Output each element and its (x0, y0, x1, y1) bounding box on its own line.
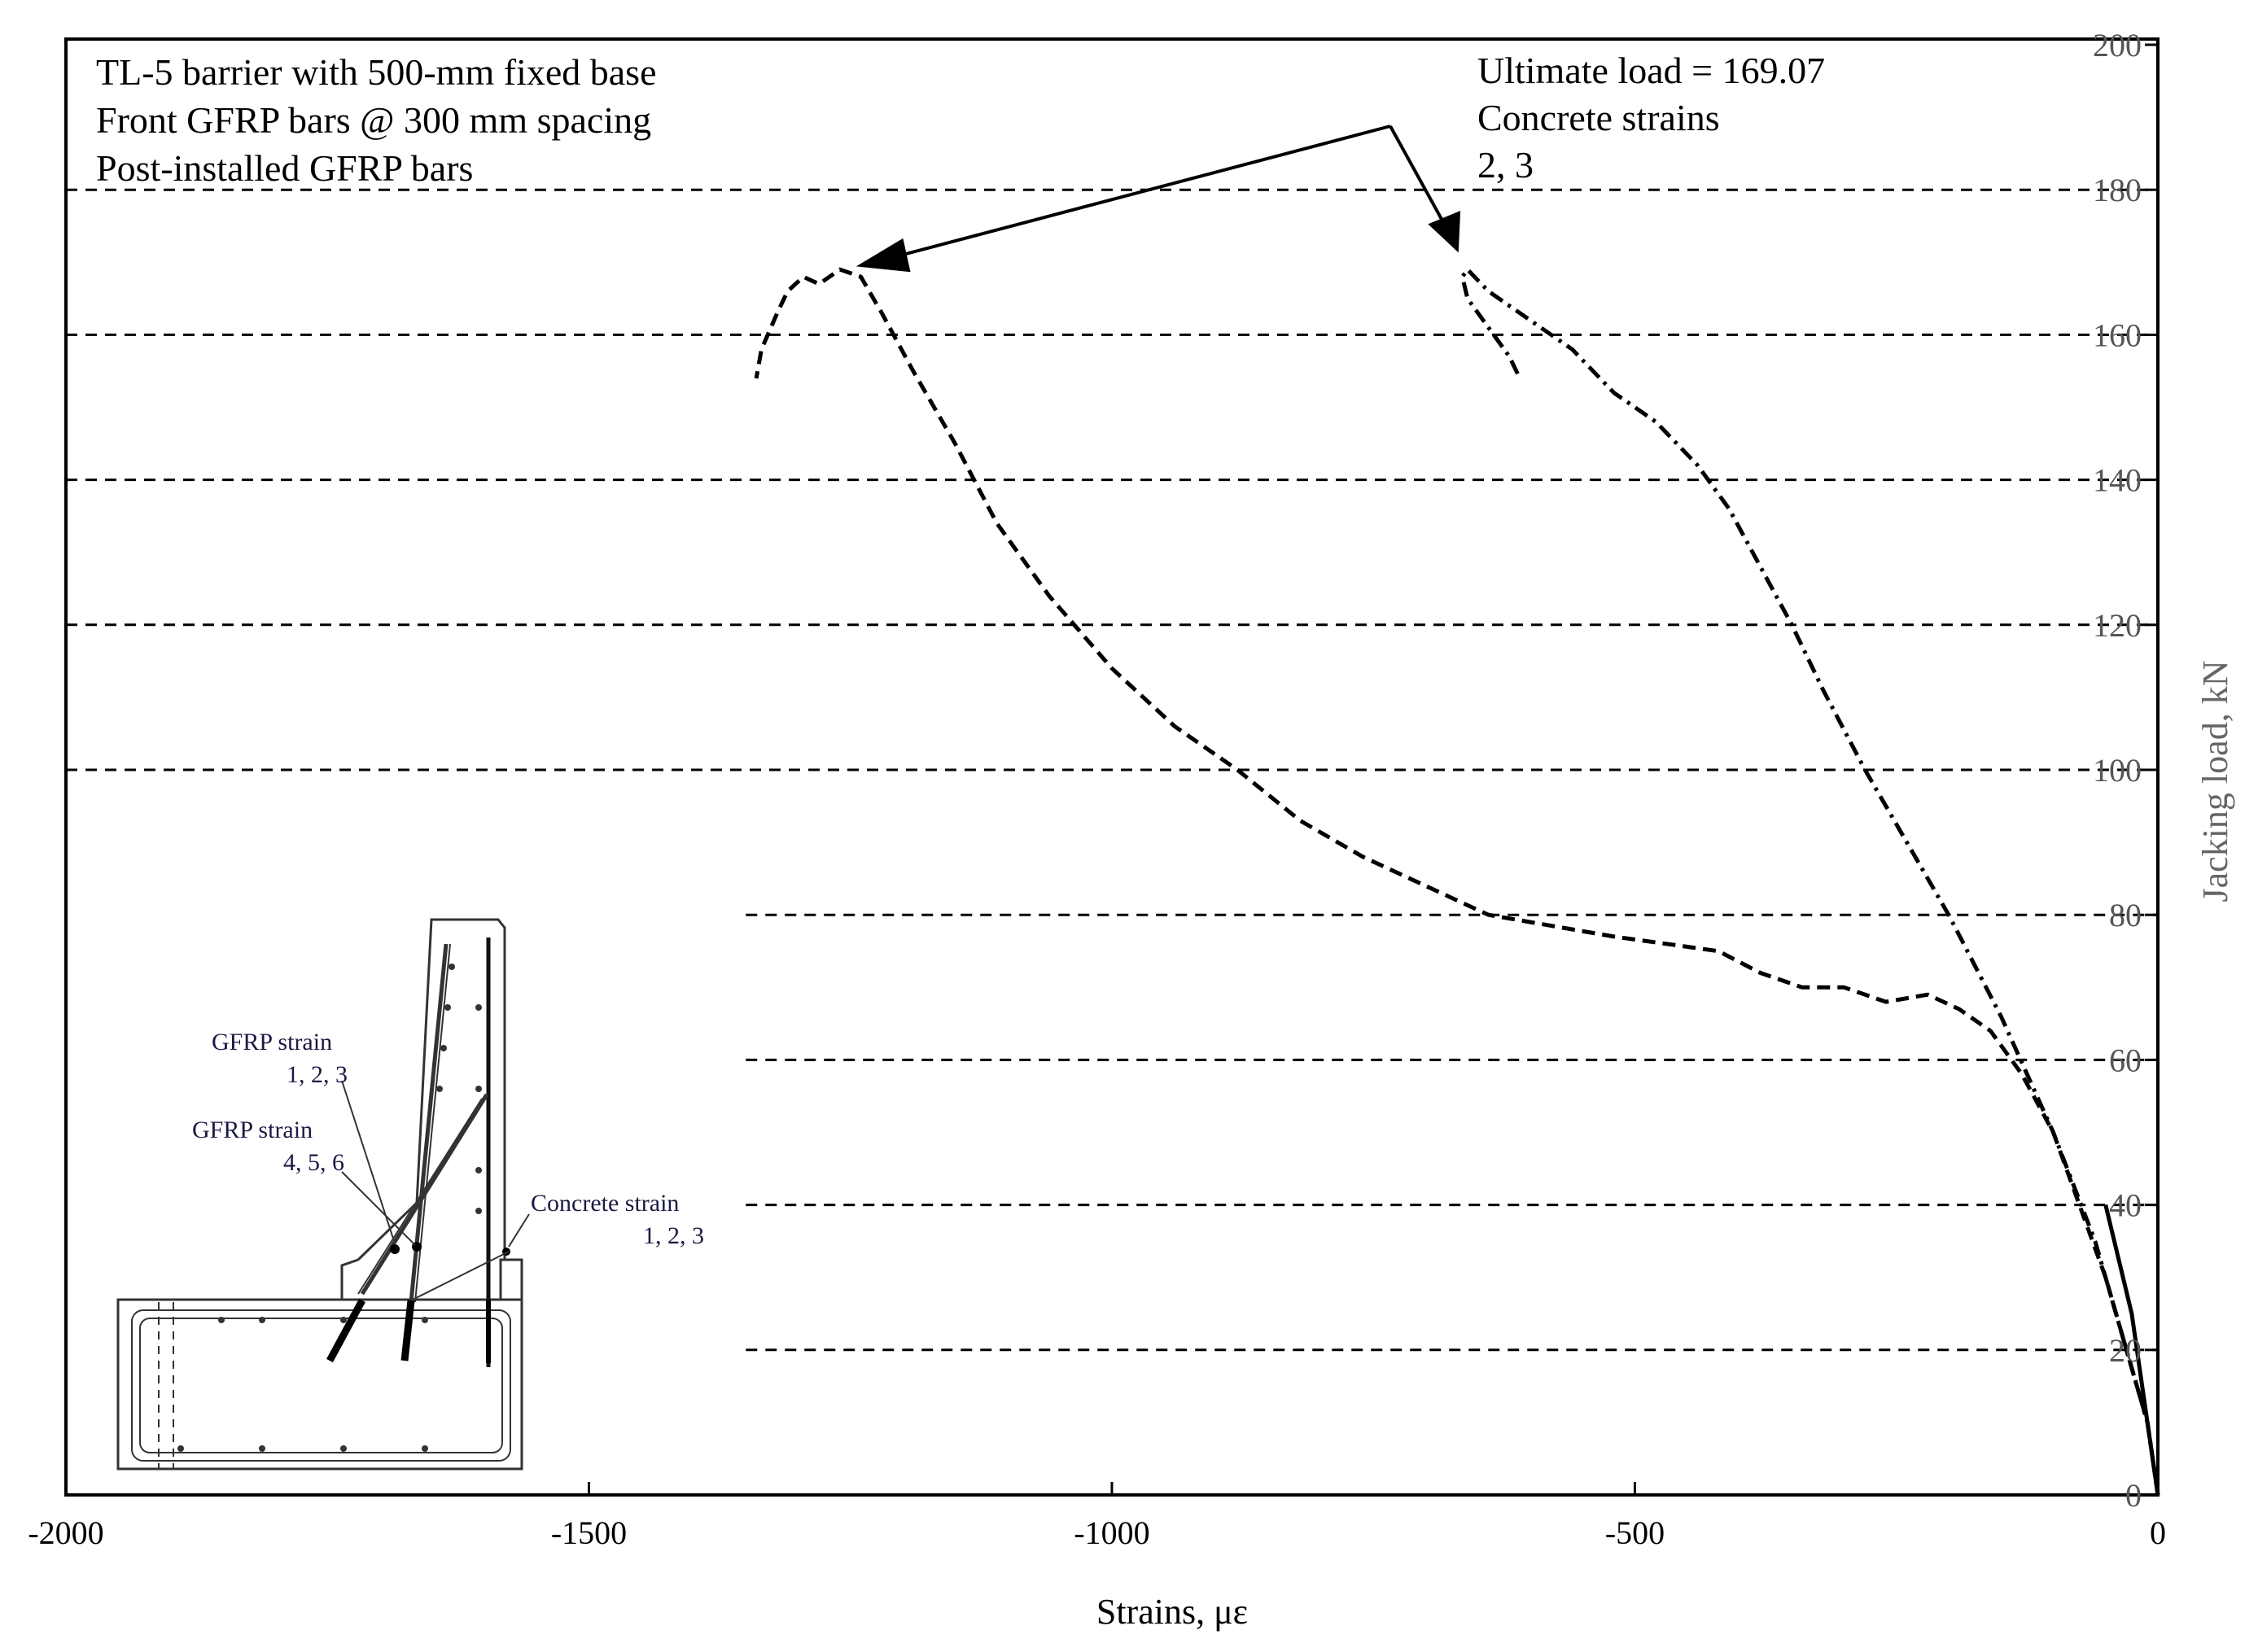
note-line-3: Post-installed GFRP bars (96, 147, 473, 189)
inset-dot (475, 1086, 482, 1092)
y-tick-label: 80 (2109, 897, 2142, 933)
arrow-right-head (1428, 210, 1461, 253)
inset-leader-2 (341, 1171, 416, 1246)
inset-gfrp-label-2: GFRP strain (192, 1117, 313, 1143)
inset-bold-2 (400, 1300, 415, 1361)
inset-dot (440, 1045, 447, 1051)
x-tick-label: -1000 (1074, 1514, 1149, 1551)
x-tick-label: -2000 (28, 1514, 103, 1551)
inset-base-outer (116, 1298, 523, 1471)
inset-dot (177, 1445, 184, 1452)
y-axis-title: Jacking load, kN (2195, 661, 2235, 902)
y-tick-label: 60 (2109, 1042, 2142, 1078)
y-tick-label: 100 (2093, 752, 2142, 789)
y-tick-label: 120 (2093, 607, 2142, 644)
barrier-section-inset (116, 918, 530, 1471)
note-line-2: Front GFRP bars @ 300 mm spacing (96, 99, 651, 141)
inset-bold-1 (326, 1298, 365, 1363)
y-axis-ticks: 0 20 40 60 80 100 120 140 160 180 200 (2093, 27, 2158, 1514)
inset-post-bar-1 (360, 1093, 489, 1296)
inset-dot (444, 1004, 451, 1011)
arrow-left-head (856, 238, 911, 273)
plot-frame (64, 37, 2160, 1497)
inset-dot (475, 1167, 482, 1173)
series-origin-segment (2103, 1204, 2160, 1496)
inset-dot (218, 1317, 225, 1323)
y-tick-label: 180 (2093, 172, 2142, 208)
inset-leader-4 (410, 1251, 510, 1301)
inset-leader-1 (341, 1080, 396, 1244)
arrow-left-shaft (886, 125, 1391, 260)
x-axis-title: Strains, με (1096, 1592, 1248, 1632)
series-line-1 (754, 267, 2160, 1496)
x-tick-label: 0 (2150, 1514, 2166, 1551)
annotation-line-3: 2, 3 (1477, 144, 1534, 186)
inset-front-bar-2 (414, 943, 451, 1303)
inset-dot (436, 1086, 443, 1092)
y-tick-label: 200 (2093, 27, 2142, 63)
inset-dot (422, 1445, 428, 1452)
inset-dot (390, 1244, 400, 1254)
inset-post-bar-2 (357, 1098, 483, 1295)
arrow-right-shaft (1389, 125, 1449, 230)
inset-dot (449, 964, 455, 970)
y-tick-label: 40 (2109, 1187, 2142, 1224)
note-line-1: TL-5 barrier with 500-mm fixed base (96, 51, 657, 93)
y-tick-label: 140 (2093, 462, 2142, 499)
annotation-line-1: Ultimate load = 169.07 (1477, 50, 1825, 91)
inset-gfrp-label-1: GFRP strain (212, 1029, 332, 1055)
inset-gfrp-nums-2: 4, 5, 6 (283, 1149, 344, 1176)
series-line-2 (1460, 267, 2160, 1496)
inset-rebar-dots (177, 964, 510, 1452)
inset-base-rebar (139, 1318, 503, 1453)
inset-gfrp-nums-1: 1, 2, 3 (287, 1061, 348, 1088)
inset-dot (340, 1317, 347, 1323)
inset-concrete-nums: 1, 2, 3 (643, 1222, 704, 1249)
x-tick-label: -500 (1605, 1514, 1665, 1551)
annotation-arrows (856, 125, 1461, 273)
inset-leader-3 (508, 1213, 530, 1248)
inset-dot (259, 1317, 265, 1323)
x-axis-ticks: -2000 -1500 -1000 -500 0 (28, 1482, 2166, 1551)
inset-concrete-label: Concrete strain (531, 1190, 679, 1217)
inset-step-right (499, 1258, 523, 1469)
x-tick-label: -1500 (551, 1514, 627, 1551)
inset-dot (475, 1208, 482, 1214)
y-tick-label: 20 (2109, 1332, 2142, 1369)
inset-step (340, 1258, 359, 1300)
y-tick-label: 160 (2093, 317, 2142, 353)
series-group (754, 267, 2160, 1496)
inset-dot (340, 1445, 347, 1452)
gridlines (66, 188, 2158, 1352)
inset-dot (475, 1004, 482, 1011)
annotation-line-2: Concrete strains (1477, 97, 1720, 138)
y-tick-label: 0 (2125, 1477, 2142, 1514)
inset-base-inner (131, 1309, 511, 1462)
inset-dot (259, 1445, 265, 1452)
inset-dot (422, 1317, 428, 1323)
inset-wall (357, 918, 506, 1261)
